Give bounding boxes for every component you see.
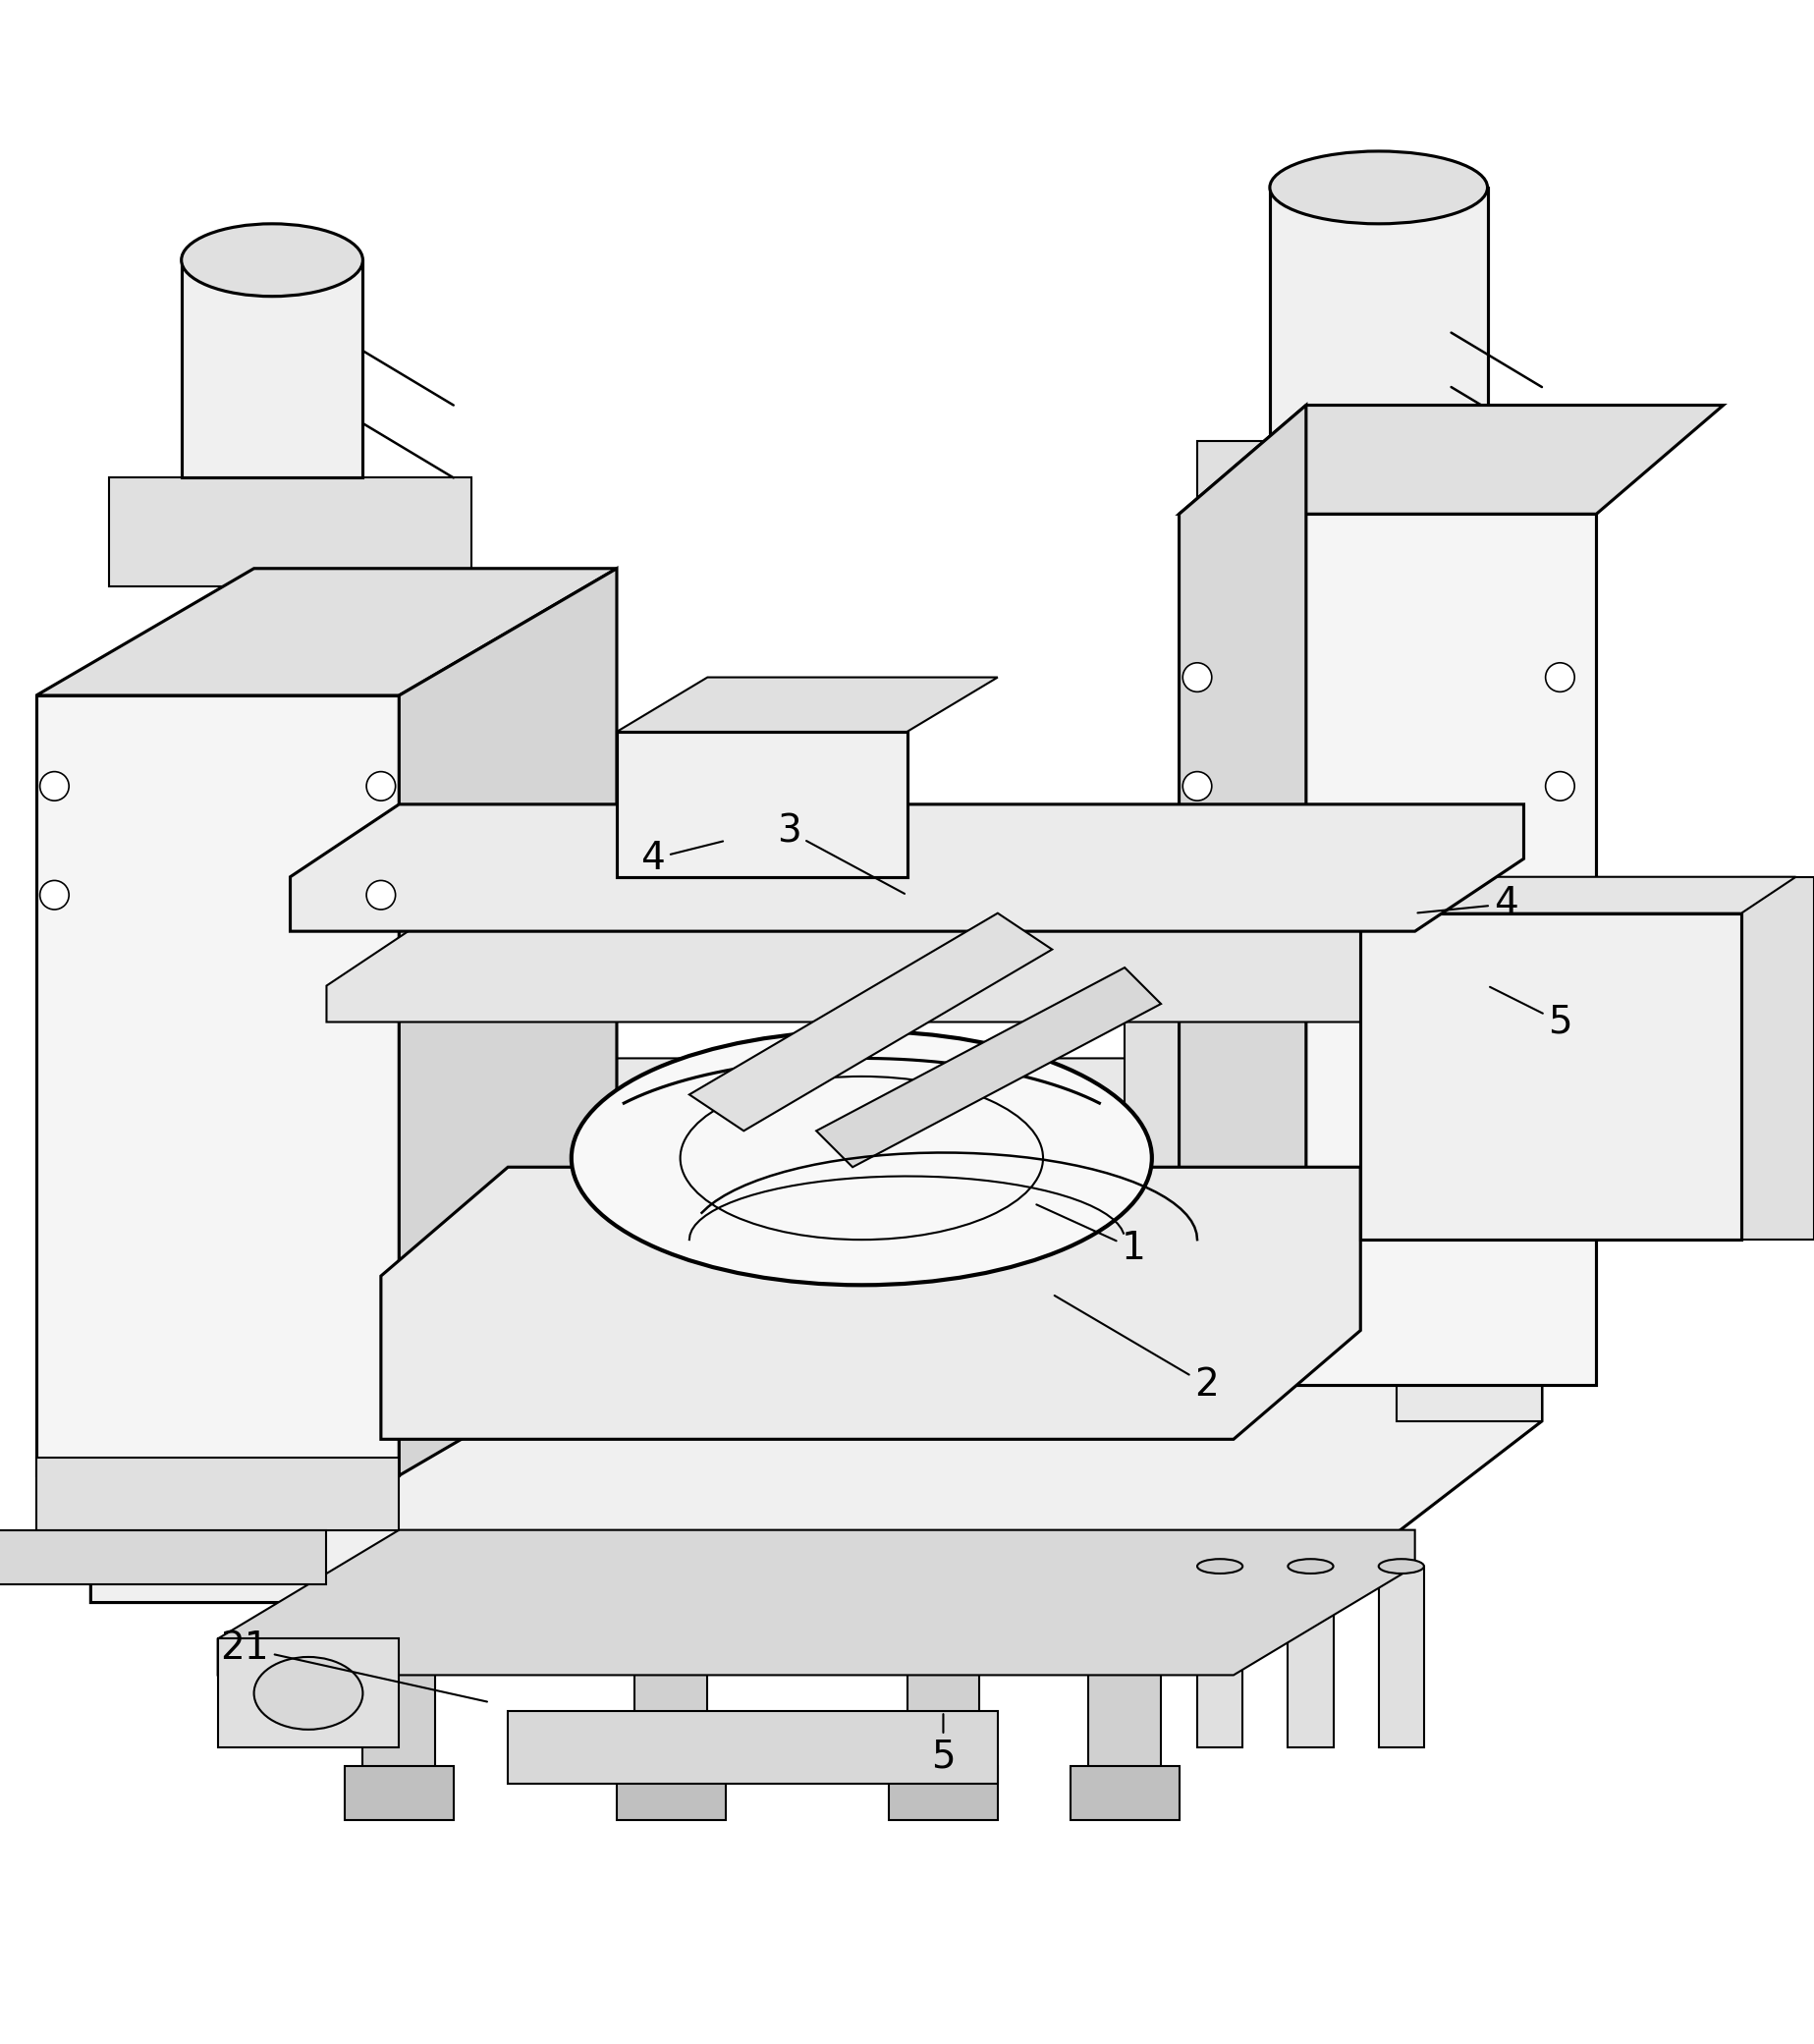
- Polygon shape: [0, 1531, 327, 1584]
- Bar: [1215, 658, 1560, 713]
- Polygon shape: [91, 1241, 1542, 1602]
- Polygon shape: [1179, 405, 1723, 513]
- Text: 4: 4: [640, 840, 724, 877]
- Bar: [1088, 1676, 1161, 1784]
- Ellipse shape: [1288, 1560, 1333, 1574]
- Text: 5: 5: [931, 1715, 956, 1776]
- Text: 5: 5: [1489, 987, 1573, 1040]
- Polygon shape: [381, 1167, 1360, 1439]
- Bar: [1197, 442, 1578, 531]
- Bar: [762, 769, 789, 840]
- Polygon shape: [36, 568, 617, 695]
- Circle shape: [1183, 662, 1212, 691]
- Ellipse shape: [254, 1658, 363, 1729]
- Bar: [1215, 840, 1560, 1312]
- Polygon shape: [689, 914, 1052, 1130]
- Bar: [798, 769, 825, 840]
- Text: 21: 21: [221, 1629, 488, 1703]
- Bar: [726, 769, 753, 840]
- Bar: [617, 1766, 726, 1821]
- Ellipse shape: [1270, 151, 1487, 223]
- Polygon shape: [399, 568, 617, 1476]
- Polygon shape: [508, 1711, 998, 1784]
- Circle shape: [1546, 662, 1575, 691]
- Circle shape: [1546, 773, 1575, 801]
- Bar: [1088, 822, 1234, 858]
- Bar: [1397, 1222, 1542, 1294]
- Ellipse shape: [571, 1030, 1152, 1286]
- Bar: [472, 840, 544, 1241]
- Bar: [73, 769, 363, 822]
- Circle shape: [40, 773, 69, 801]
- Bar: [1070, 1766, 1179, 1821]
- Bar: [1397, 1312, 1542, 1386]
- Polygon shape: [1360, 914, 1741, 1241]
- Bar: [1215, 750, 1560, 803]
- Polygon shape: [617, 732, 907, 877]
- Polygon shape: [816, 967, 1161, 1167]
- Circle shape: [40, 881, 69, 910]
- Polygon shape: [1179, 405, 1306, 1386]
- Polygon shape: [327, 1059, 1542, 1241]
- Text: 1: 1: [1036, 1204, 1146, 1267]
- Bar: [689, 769, 717, 840]
- Polygon shape: [1379, 1566, 1424, 1748]
- Text: 3: 3: [776, 814, 905, 893]
- Polygon shape: [1288, 1566, 1333, 1748]
- Ellipse shape: [1197, 1560, 1243, 1574]
- Bar: [907, 1676, 980, 1784]
- Bar: [834, 769, 862, 840]
- Bar: [653, 769, 680, 840]
- Circle shape: [366, 881, 395, 910]
- Ellipse shape: [181, 223, 363, 296]
- Bar: [1741, 877, 1814, 1241]
- Text: 2: 2: [1054, 1296, 1219, 1404]
- Bar: [889, 1766, 998, 1821]
- Bar: [73, 858, 363, 914]
- Polygon shape: [36, 1457, 399, 1531]
- Circle shape: [1183, 773, 1212, 801]
- Bar: [1397, 1204, 1542, 1421]
- Bar: [73, 967, 363, 1402]
- Polygon shape: [290, 803, 1524, 932]
- Ellipse shape: [1379, 1560, 1424, 1574]
- Bar: [435, 822, 580, 858]
- Polygon shape: [218, 1531, 1415, 1676]
- Text: 4: 4: [1417, 885, 1518, 922]
- Polygon shape: [1179, 513, 1596, 1386]
- Bar: [1270, 188, 1487, 442]
- Bar: [181, 260, 363, 478]
- Polygon shape: [36, 695, 399, 1476]
- Polygon shape: [218, 1639, 399, 1748]
- Circle shape: [366, 773, 395, 801]
- Bar: [345, 1766, 454, 1821]
- Polygon shape: [1360, 877, 1796, 914]
- Bar: [281, 1602, 336, 1647]
- Bar: [363, 1676, 435, 1784]
- Bar: [109, 478, 472, 587]
- Bar: [1125, 840, 1197, 1241]
- Bar: [635, 1676, 707, 1784]
- Polygon shape: [617, 677, 998, 732]
- Polygon shape: [1197, 1566, 1243, 1748]
- Polygon shape: [327, 914, 1487, 1022]
